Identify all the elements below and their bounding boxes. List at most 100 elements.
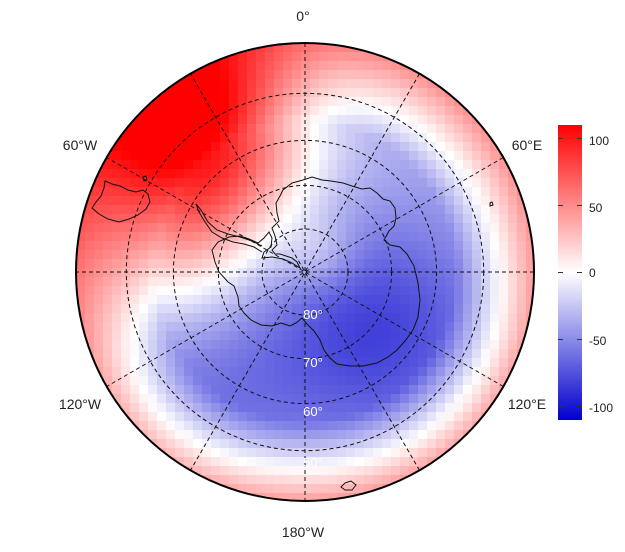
field-cell (292, 367, 302, 377)
field-cell (130, 376, 140, 386)
field-cell (166, 178, 176, 188)
field-cell (112, 376, 122, 386)
field-cell (130, 214, 140, 224)
field-cell (283, 304, 293, 314)
field-cell (418, 115, 428, 125)
field-cell (319, 178, 329, 188)
field-cell (274, 88, 284, 98)
field-cell (247, 367, 257, 377)
field-cell (355, 349, 365, 359)
field-cell (328, 493, 338, 501)
field-cell (292, 259, 302, 269)
field-cell (193, 403, 203, 413)
field-cell (472, 223, 482, 233)
field-cell (391, 106, 401, 116)
field-cell (481, 259, 491, 269)
field-cell (355, 187, 365, 197)
field-cell (319, 214, 329, 224)
field-cell (445, 178, 455, 188)
field-cell (418, 160, 428, 170)
field-cell (184, 268, 194, 278)
field-cell (175, 421, 185, 431)
field-cell (364, 223, 374, 233)
field-cell (319, 97, 329, 107)
field-cell (409, 70, 419, 80)
field-cell (166, 232, 176, 242)
field-cell (256, 286, 266, 296)
field-cell (184, 448, 194, 458)
field-cell (247, 52, 257, 62)
field-cell (103, 367, 113, 377)
field-cell (400, 295, 410, 305)
field-cell (202, 403, 212, 413)
field-cell (373, 466, 383, 476)
field-cell (292, 232, 302, 242)
field-cell (427, 358, 437, 368)
field-cell (121, 277, 131, 287)
field-cell (301, 484, 311, 494)
field-cell (148, 313, 158, 323)
field-cell (247, 124, 257, 134)
field-cell (238, 241, 248, 251)
field-cell (193, 304, 203, 314)
field-cell (400, 232, 410, 242)
field-cell (319, 232, 329, 242)
field-cell (265, 106, 275, 116)
field-cell (301, 124, 311, 134)
field-cell (427, 367, 437, 377)
field-cell (328, 70, 338, 80)
field-cell (301, 97, 311, 107)
field-cell (166, 133, 176, 143)
field-cell (391, 88, 401, 98)
field-cell (427, 124, 437, 134)
field-cell (130, 412, 140, 422)
field-cell (337, 475, 347, 485)
field-cell (373, 376, 383, 386)
field-cell (355, 466, 365, 476)
field-cell (382, 376, 392, 386)
field-cell (292, 43, 302, 53)
field-cell (445, 196, 455, 206)
field-cell (508, 295, 518, 305)
field-cell (211, 313, 221, 323)
field-cell (454, 448, 464, 458)
field-cell (85, 241, 95, 251)
field-cell (436, 313, 446, 323)
field-cell (319, 169, 329, 179)
field-cell (220, 214, 230, 224)
field-cell (346, 115, 356, 125)
field-cell (472, 259, 482, 269)
field-cell (454, 403, 464, 413)
field-cell (85, 304, 95, 314)
field-cell (418, 214, 428, 224)
field-cell (184, 133, 194, 143)
field-cell (283, 367, 293, 377)
field-cell (355, 394, 365, 404)
field-cell (346, 367, 356, 377)
field-cell (481, 232, 491, 242)
field-cell (328, 403, 338, 413)
field-cell (76, 241, 86, 251)
field-cell (121, 241, 131, 251)
field-cell (247, 61, 257, 71)
field-cell (391, 286, 401, 296)
field-cell (400, 70, 410, 80)
field-cell (472, 187, 482, 197)
field-cell (463, 160, 473, 170)
field-cell (328, 241, 338, 251)
field-cell (517, 295, 527, 305)
field-cell (364, 430, 374, 440)
field-cell (166, 205, 176, 215)
field-cell (103, 349, 113, 359)
field-cell (121, 358, 131, 368)
field-cell (364, 124, 374, 134)
field-cell (373, 205, 383, 215)
field-cell (490, 367, 500, 377)
field-cell (202, 394, 212, 404)
field-cell (301, 43, 311, 53)
field-cell (229, 376, 239, 386)
field-cell (346, 97, 356, 107)
field-cell (310, 43, 320, 53)
field-cell (139, 151, 149, 161)
field-cell (229, 493, 239, 501)
